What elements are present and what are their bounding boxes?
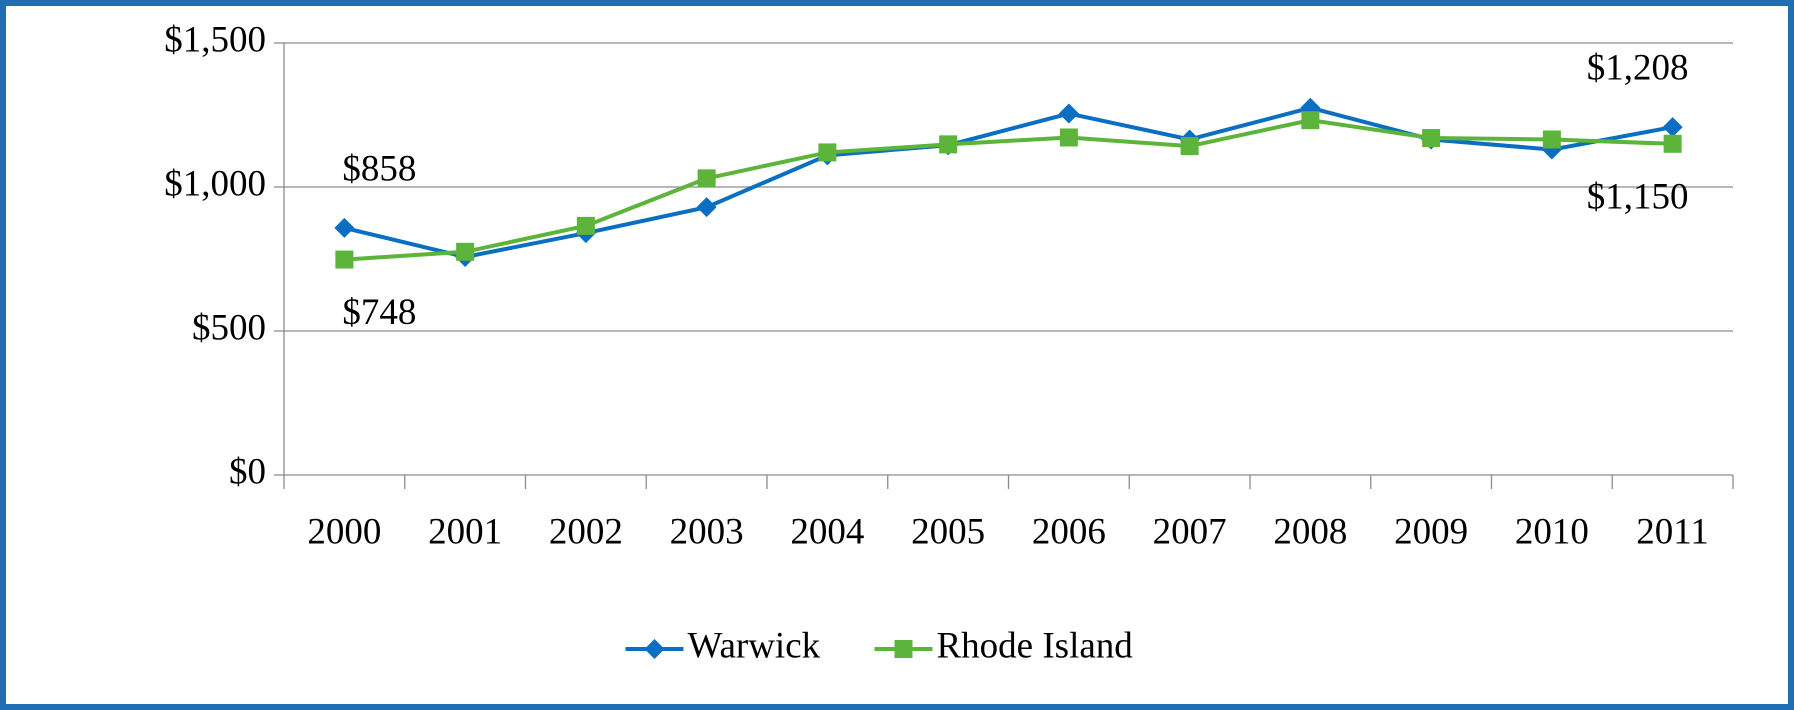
point — [697, 169, 716, 188]
x-tick-label: 2010 — [1515, 511, 1589, 552]
point — [939, 135, 958, 154]
point — [335, 250, 354, 269]
x-tick-label: 2008 — [1273, 511, 1347, 552]
point — [1301, 111, 1320, 130]
x-tick-label: 2004 — [790, 511, 864, 552]
series-line — [343, 105, 1673, 260]
data-label: $858 — [342, 148, 416, 189]
legend-label: Rhode Island — [937, 625, 1134, 666]
x-tick-label: 2005 — [911, 511, 985, 552]
x-tick-label: 2003 — [670, 511, 744, 552]
x-tick-label: 2001 — [428, 511, 502, 552]
point — [818, 143, 837, 162]
point — [576, 216, 595, 235]
y-tick-label: $1,500 — [164, 19, 266, 60]
point — [1662, 117, 1683, 138]
series-line — [344, 118, 1673, 262]
point — [334, 217, 355, 238]
x-tick-label: 2000 — [307, 511, 381, 552]
point — [1058, 103, 1079, 124]
data-label: $1,208 — [1587, 48, 1689, 89]
data-label: $748 — [342, 292, 416, 333]
legend-label: Warwick — [688, 625, 821, 666]
point — [1180, 137, 1199, 156]
y-tick-label: $0 — [229, 451, 266, 492]
point — [696, 197, 717, 218]
point — [1663, 134, 1682, 153]
x-tick-label: 2011 — [1636, 511, 1709, 552]
point — [894, 640, 913, 658]
x-tick-label: 2006 — [1032, 511, 1106, 552]
x-tick-label: 2007 — [1153, 511, 1227, 552]
point — [1059, 128, 1078, 147]
legend-item: Rhode Island — [874, 625, 1134, 666]
point — [644, 639, 665, 659]
point — [1542, 130, 1561, 149]
y-tick-label: $1,000 — [164, 163, 266, 204]
x-tick-label: 2009 — [1394, 511, 1468, 552]
point — [456, 242, 475, 261]
y-tick-label: $500 — [192, 307, 266, 348]
legend-item: Warwick — [625, 625, 821, 666]
data-label: $1,150 — [1587, 176, 1689, 217]
x-tick-label: 2002 — [549, 511, 623, 552]
point — [1422, 129, 1441, 148]
